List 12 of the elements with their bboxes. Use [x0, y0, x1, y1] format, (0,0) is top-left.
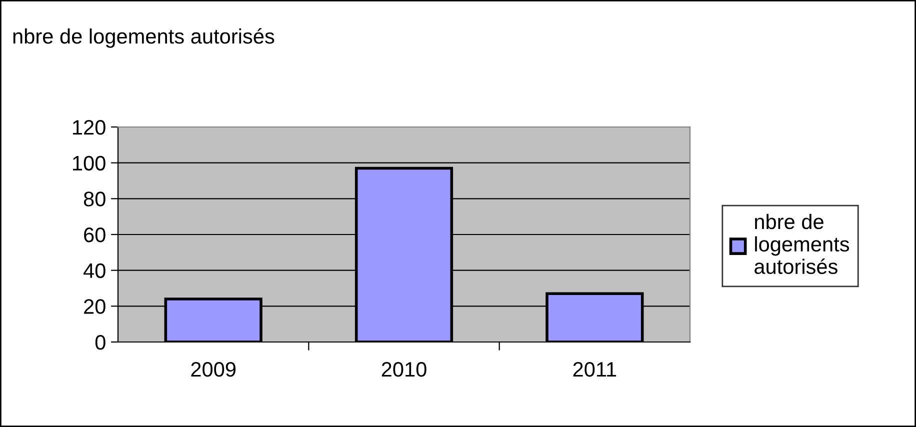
y-tick-label: 120: [73, 120, 106, 135]
y-tick-label: 60: [84, 228, 106, 242]
x-tick-label: 2009: [191, 362, 236, 377]
y-tick-label: 20: [84, 299, 106, 314]
x-tick-label: 2010: [382, 362, 426, 377]
y-tick-label: 100: [73, 156, 106, 171]
y-tick-label: 40: [84, 263, 106, 278]
y-tick-label: 0: [95, 335, 106, 350]
chart-title: nbre de logements autorisés: [13, 28, 274, 48]
y-tick-label: 80: [84, 192, 106, 206]
x-tick-label: 2011: [573, 362, 616, 377]
legend-label: nbre de logements autorisés: [754, 214, 850, 274]
